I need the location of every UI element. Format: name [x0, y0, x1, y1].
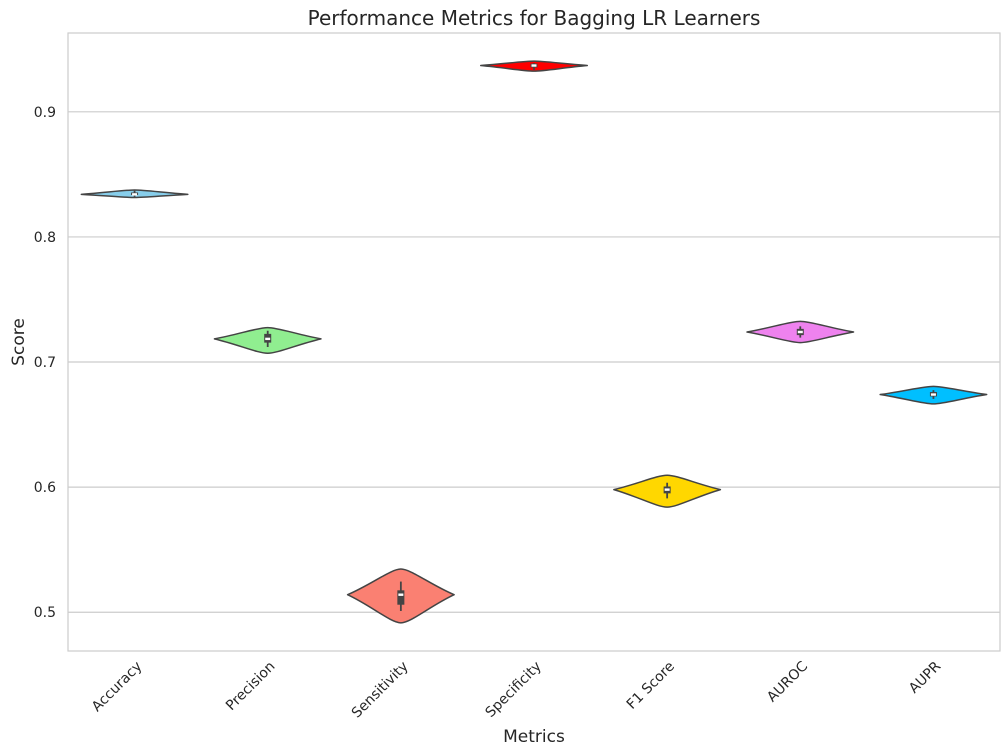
y-tick-label: 0.8 [34, 230, 56, 246]
x-tick-label: Specificity [482, 659, 544, 721]
x-tick-labels: Accuracy Precision Sensitivity Specificity F… [89, 658, 945, 721]
x-tick-label: Accuracy [89, 659, 146, 716]
violin-median-marker [132, 193, 138, 196]
plot-area [67, 32, 1001, 652]
x-tick-label: AUPR [906, 658, 944, 696]
y-tick-label: 0.6 [34, 480, 56, 496]
y-tick-labels: 0.5 0.6 0.7 0.8 0.9 [34, 105, 56, 621]
x-tick-label: Precision [223, 659, 278, 714]
violin-iqr-box [397, 590, 405, 605]
violin-median-marker [265, 337, 271, 341]
violin-median-marker [797, 330, 803, 334]
violin-median-marker [398, 593, 404, 596]
y-axis-label: Score [9, 318, 29, 366]
y-tick-label: 0.7 [34, 355, 56, 371]
violin-median-marker [664, 488, 670, 491]
y-gridlines [68, 111, 1000, 613]
x-tick-label: AUROC [764, 658, 811, 705]
chart-title: Performance Metrics for Bagging LR Learn… [308, 6, 761, 30]
y-tick-label: 0.5 [34, 605, 56, 621]
violins [80, 60, 988, 624]
y-tick-label: 0.9 [34, 105, 56, 121]
x-axis-label: Metrics [503, 727, 565, 747]
violin-median-marker [531, 64, 537, 67]
x-tick-label: Sensitivity [349, 659, 412, 722]
violin-median-marker [930, 393, 936, 396]
x-tick-label: F1 Score [624, 659, 678, 713]
